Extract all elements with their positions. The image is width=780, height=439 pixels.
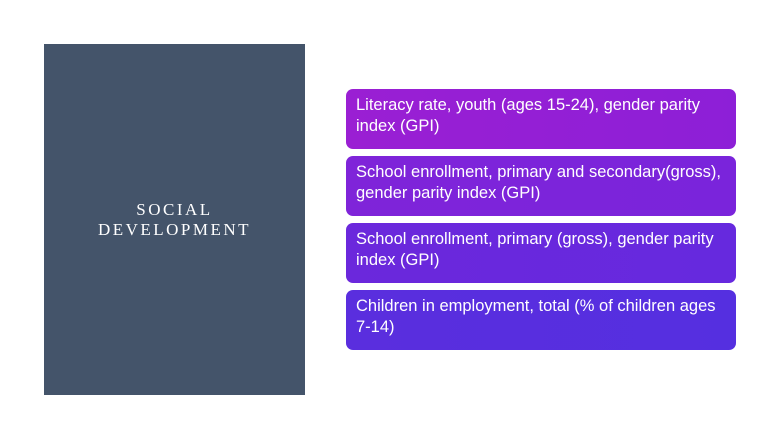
indicator-card: Children in employment, total (% of chil… [346, 290, 736, 350]
indicator-card: School enrollment, primary and secondary… [346, 156, 736, 216]
indicator-card: Literacy rate, youth (ages 15-24), gende… [346, 89, 736, 149]
indicator-card-text: School enrollment, primary and secondary… [356, 163, 721, 202]
section-title-line-1: SOCIAL [136, 199, 213, 219]
indicator-card: School enrollment, primary (gross), gend… [346, 223, 736, 283]
indicator-list: Literacy rate, youth (ages 15-24), gende… [346, 89, 736, 350]
indicator-card-text: Children in employment, total (% of chil… [356, 297, 716, 336]
section-title: SOCIAL DEVELOPMENT [98, 200, 251, 240]
section-title-panel: SOCIAL DEVELOPMENT [44, 44, 305, 395]
indicator-card-text: School enrollment, primary (gross), gend… [356, 230, 714, 269]
indicator-card-text: Literacy rate, youth (ages 15-24), gende… [356, 96, 700, 135]
section-title-line-2: DEVELOPMENT [97, 219, 252, 239]
